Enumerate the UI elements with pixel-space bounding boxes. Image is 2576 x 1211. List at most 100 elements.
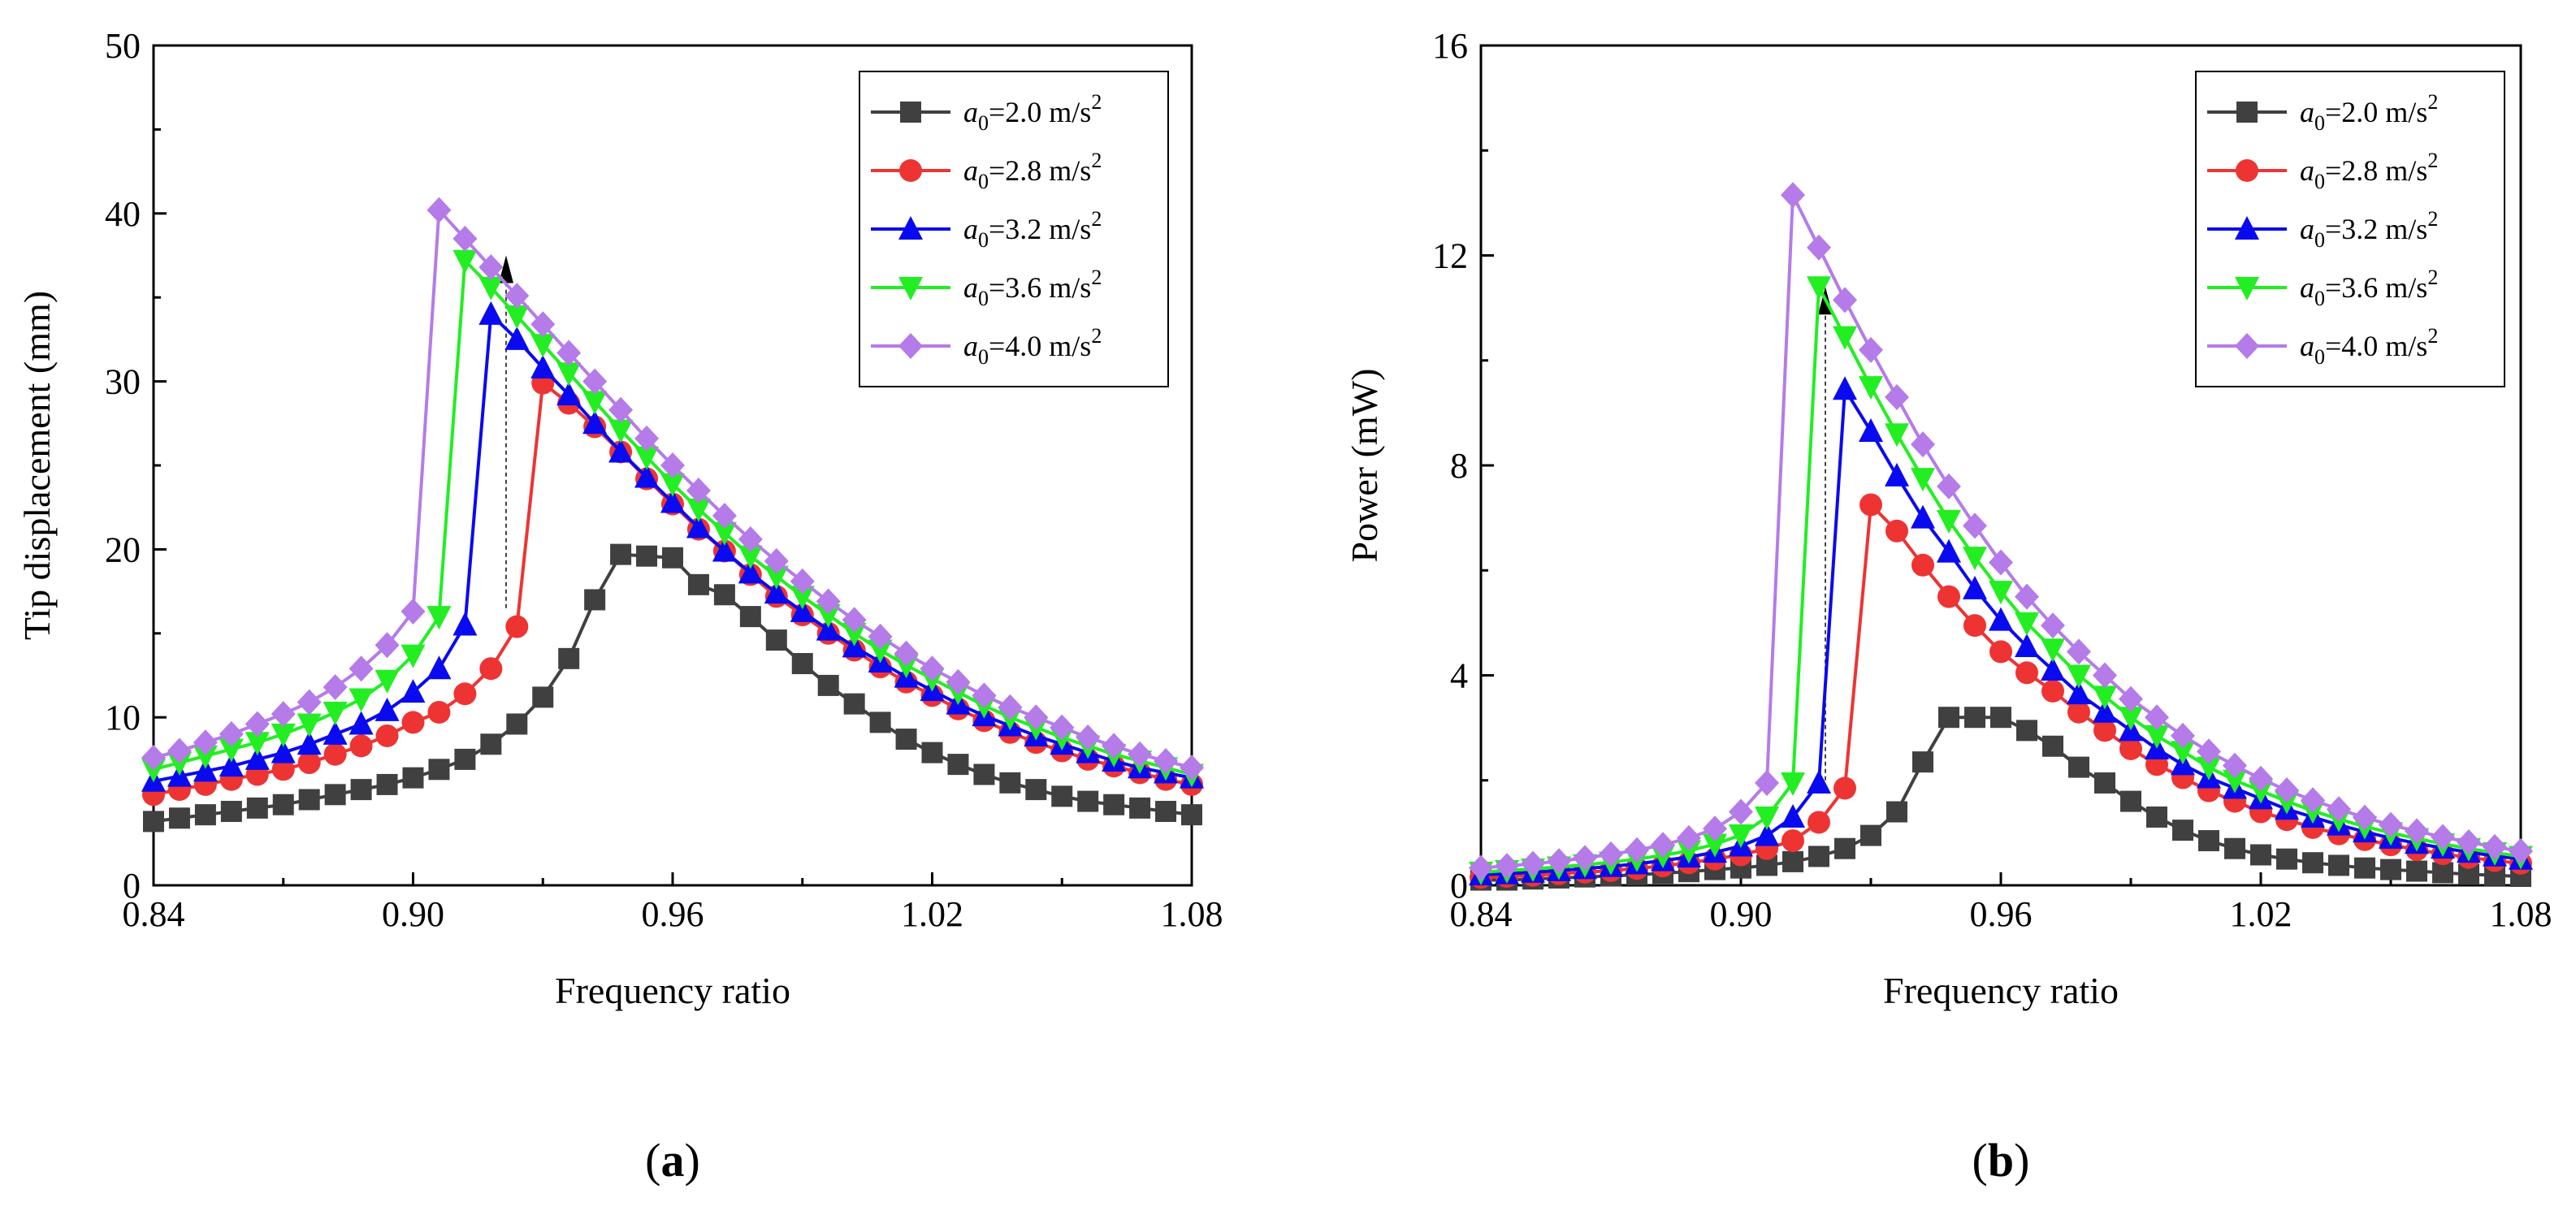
data-point <box>1154 747 1179 774</box>
data-point <box>1050 714 1075 741</box>
x-tick-label: 0.84 <box>1450 894 1513 934</box>
data-point <box>504 305 530 329</box>
data-point <box>532 686 554 708</box>
data-point <box>843 693 865 715</box>
y-tick-label: 16 <box>1432 26 1468 66</box>
data-point <box>1885 423 1909 448</box>
data-point <box>2379 811 2403 838</box>
data-point <box>686 514 711 538</box>
data-point <box>2042 735 2063 757</box>
data-point <box>556 382 582 406</box>
data-point <box>478 253 504 280</box>
data-point <box>297 751 321 775</box>
data-point <box>1963 547 1987 571</box>
data-point <box>1755 806 1779 830</box>
data-point <box>1781 772 1805 796</box>
legend-item: a0=3.2 m/s2 <box>871 207 1102 252</box>
data-point <box>376 773 398 795</box>
legend-label: a0=2.0 m/s2 <box>2300 90 2438 135</box>
legend-marker <box>898 333 923 359</box>
data-point <box>504 283 530 309</box>
data-point <box>374 697 400 721</box>
data-point <box>2067 700 2090 724</box>
data-point <box>298 789 320 811</box>
data-point <box>400 679 426 703</box>
data-point <box>1964 707 1985 729</box>
series-4 <box>1469 182 2533 881</box>
data-point <box>349 655 374 682</box>
data-point <box>1911 431 1935 458</box>
data-point <box>634 425 660 452</box>
data-point <box>842 607 867 634</box>
data-point <box>141 744 166 771</box>
panel-label: (b) <box>1972 1134 2030 1187</box>
data-point <box>1912 751 1933 773</box>
data-point <box>350 779 372 801</box>
data-point <box>2223 752 2247 779</box>
data-point <box>530 311 556 338</box>
legend-marker <box>2235 277 2259 301</box>
data-point <box>686 478 711 504</box>
data-point <box>1807 769 1831 794</box>
data-point <box>1963 513 1987 539</box>
data-point <box>558 647 580 669</box>
data-point <box>1181 804 1202 826</box>
data-point <box>2041 612 2065 639</box>
data-point <box>402 767 424 789</box>
data-point <box>738 525 763 552</box>
data-point <box>1677 840 1701 864</box>
data-point <box>323 742 347 766</box>
data-point <box>452 612 478 636</box>
data-point <box>1938 707 1959 729</box>
data-point <box>401 711 425 734</box>
data-point <box>660 489 685 513</box>
data-point <box>245 732 270 756</box>
data-point <box>1989 607 2013 631</box>
series-0 <box>143 543 1202 833</box>
data-point <box>1833 326 1857 350</box>
data-point <box>400 598 426 625</box>
data-point <box>2327 796 2351 823</box>
data-point <box>478 276 504 301</box>
x-tick-label: 0.90 <box>382 894 444 934</box>
data-point <box>374 632 400 659</box>
data-point <box>947 754 969 776</box>
data-point <box>816 604 841 629</box>
data-point <box>220 801 242 823</box>
data-point <box>738 545 763 569</box>
data-point <box>2093 719 2116 742</box>
y-tick-label: 10 <box>105 698 141 737</box>
data-point <box>400 644 426 668</box>
data-point <box>167 737 192 764</box>
x-axis-title: Frequency ratio <box>555 970 790 1011</box>
data-point <box>1859 417 1883 442</box>
data-point <box>556 362 582 387</box>
legend-label: a0=3.6 m/s2 <box>2300 266 2438 310</box>
data-point <box>1024 704 1049 731</box>
data-point <box>765 629 787 651</box>
data-point <box>584 589 606 611</box>
data-point <box>973 763 995 785</box>
y-axis-title: Tip displacement (mm) <box>16 291 58 640</box>
data-point <box>662 547 683 569</box>
data-point <box>791 653 813 675</box>
data-point <box>2328 854 2349 876</box>
data-point <box>2093 662 2117 689</box>
data-point <box>219 720 244 747</box>
data-point <box>2015 661 2038 685</box>
data-point <box>790 568 815 595</box>
y-tick-label: 20 <box>105 530 141 569</box>
data-point <box>1807 276 1831 301</box>
data-point <box>506 713 528 735</box>
data-point <box>245 711 270 737</box>
legend-item: a0=4.0 m/s2 <box>871 324 1102 369</box>
data-point <box>1180 755 1204 781</box>
data-point <box>1076 724 1101 751</box>
data-point <box>1859 493 1882 517</box>
legend-label: a0=2.8 m/s2 <box>2300 149 2438 193</box>
data-point <box>1599 841 1623 867</box>
data-point <box>582 368 608 395</box>
data-point <box>2041 679 2064 703</box>
legend-marker <box>900 102 921 123</box>
data-point <box>816 588 841 615</box>
